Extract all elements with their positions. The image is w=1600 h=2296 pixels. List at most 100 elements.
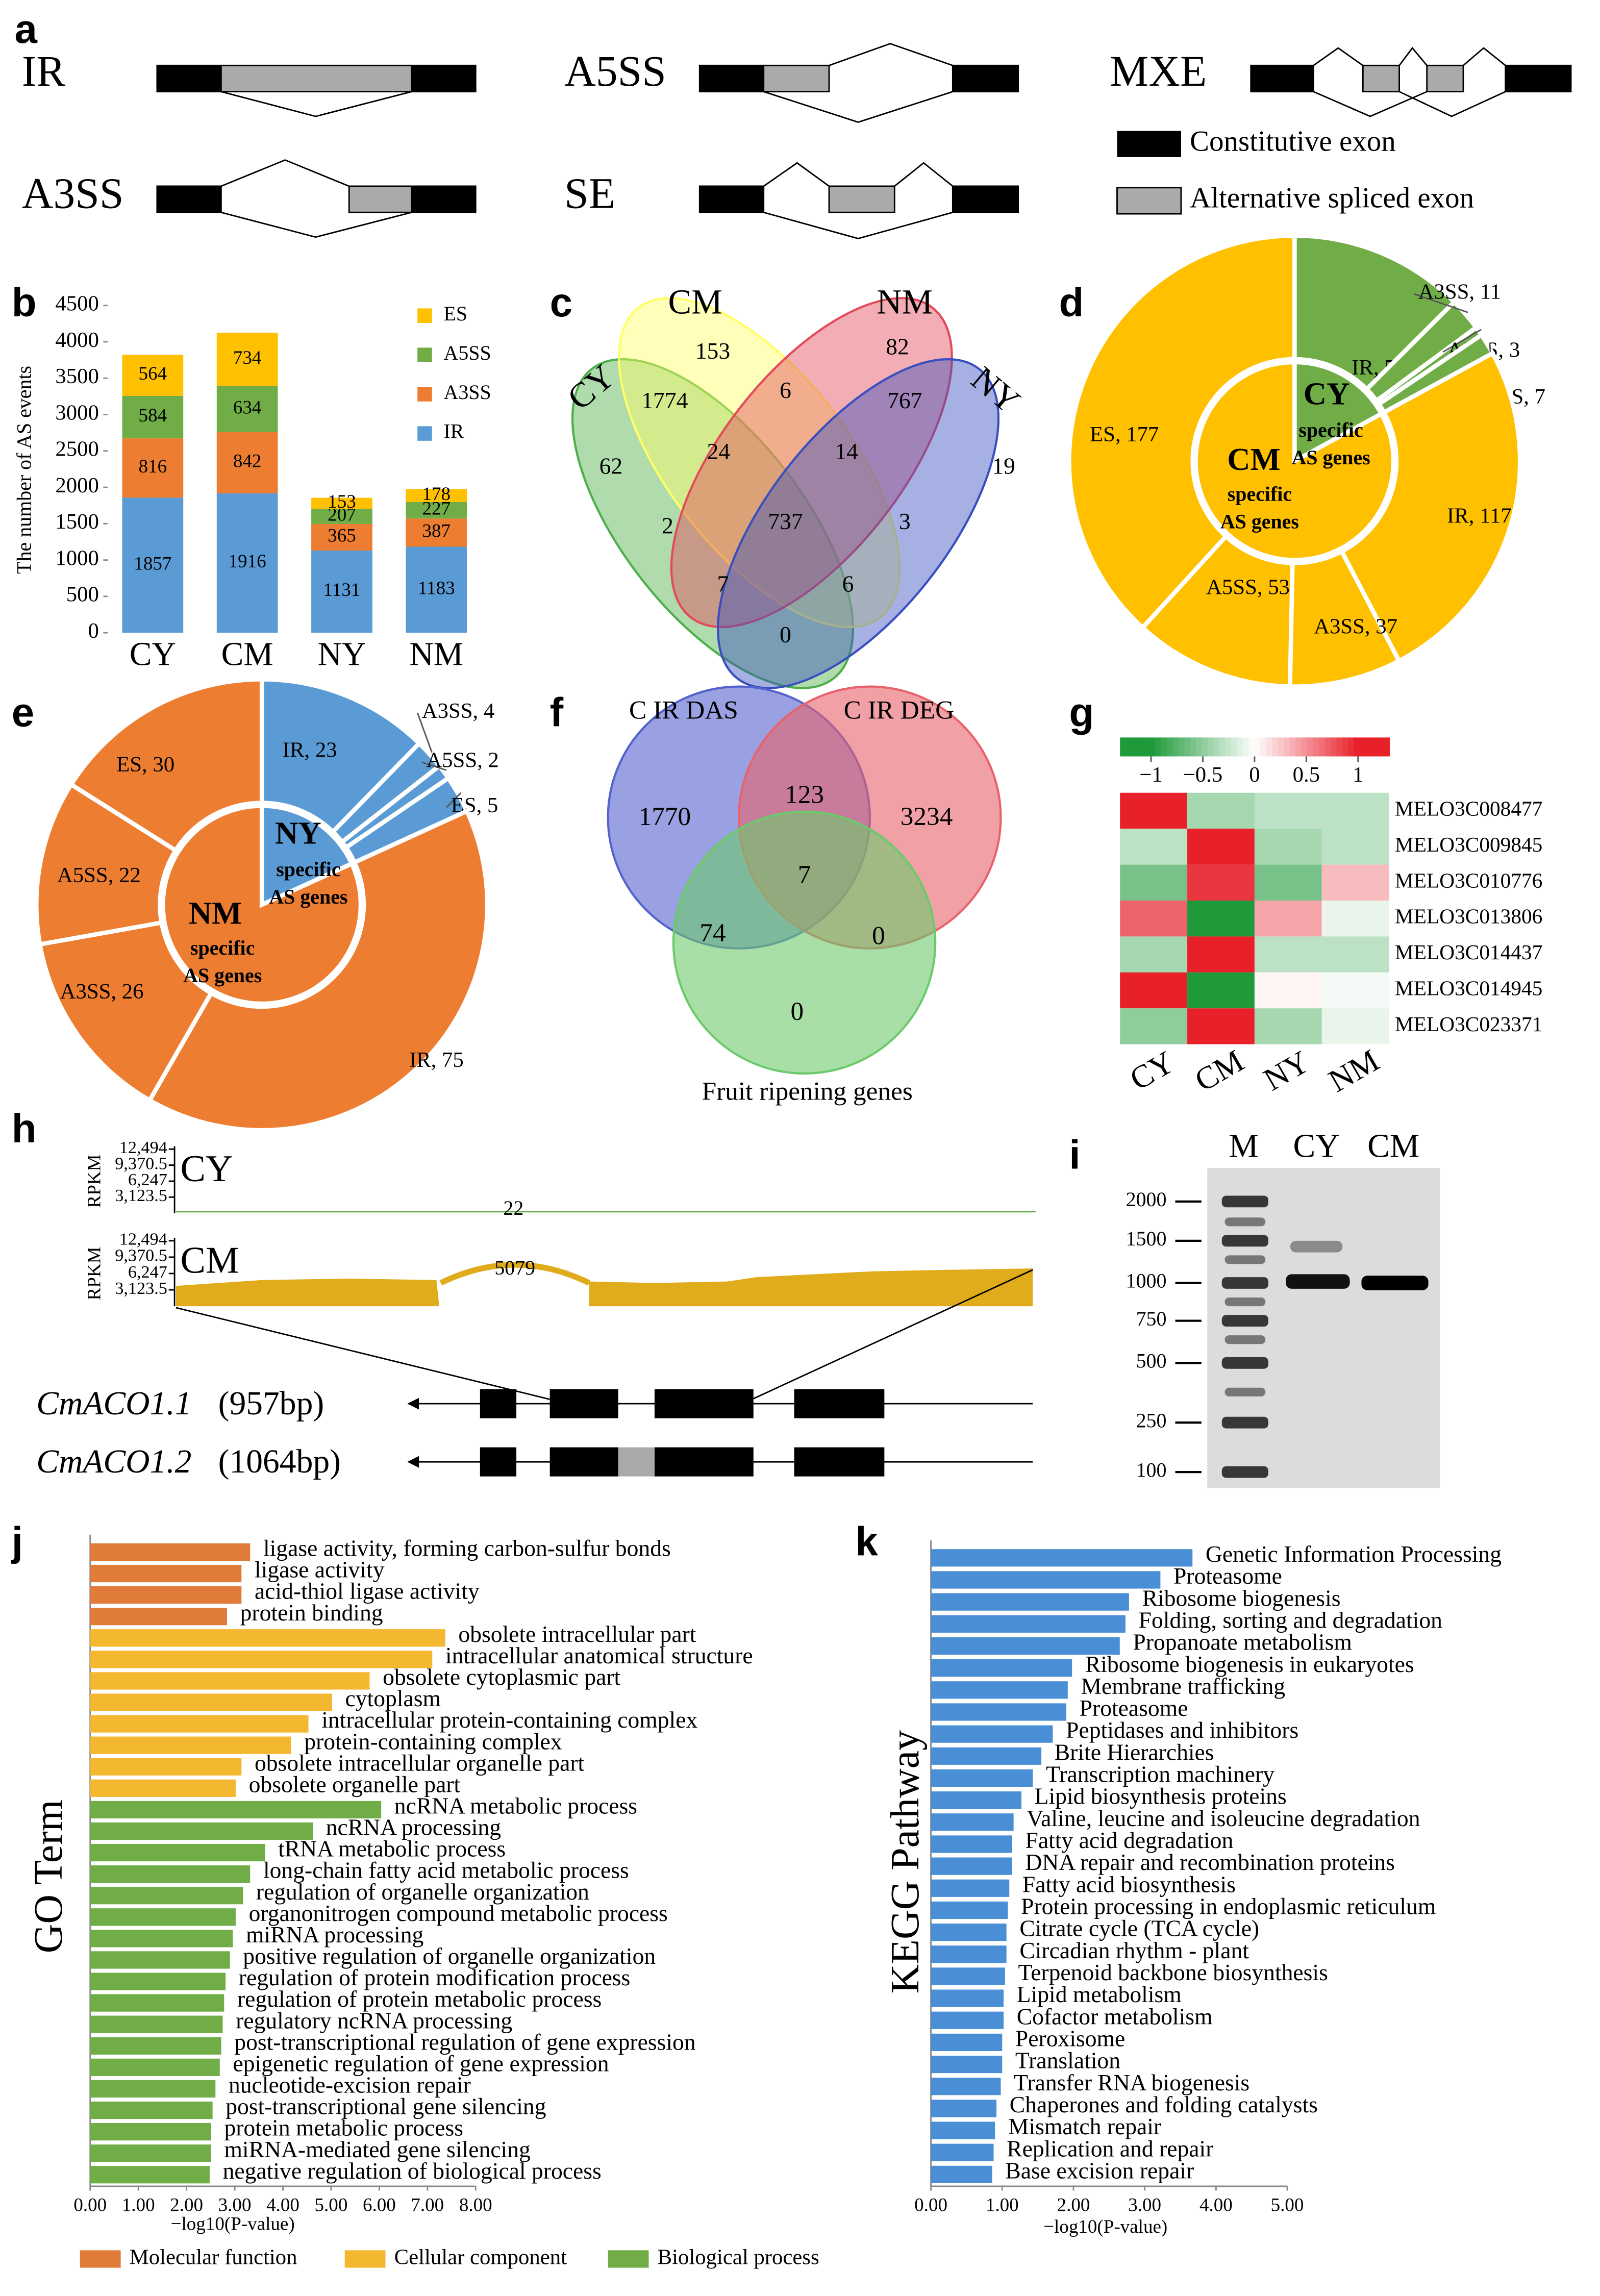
bar [931,2011,1004,2029]
group-text: AS genes [1220,510,1299,533]
slice-label: A5SS, 2 [426,748,499,772]
category-label: post-transcriptional gene silencing [226,2093,546,2119]
group-name: CM [1227,441,1280,477]
venn-count: 0 [872,921,885,951]
category-label: Brite Hierarchies [1055,1739,1214,1765]
colorbar-step [1184,737,1191,757]
bar-segment [122,395,184,439]
intron-line [220,159,349,187]
intron-line [220,91,412,117]
exon [794,1389,885,1418]
y-tick-label: 2500 [55,437,98,461]
colorbar-step [1284,737,1291,757]
ladder-band [1224,1335,1266,1344]
colorbar-step [1336,737,1343,757]
colorbar-step [1132,737,1139,757]
ladder-band [1221,1357,1268,1369]
heatmap-cell [1321,1008,1389,1044]
bar-segment [406,502,467,519]
bar [90,1779,236,1797]
bar [90,1693,332,1711]
intron-line [763,91,953,123]
bar [90,2037,221,2055]
venn-set [672,810,937,1075]
ladder-label: 100 [1136,1458,1167,1481]
slice-label: A5SS, 22 [57,863,141,887]
bar-segment [216,493,278,633]
category-label: Fatty acid biosynthesis [1022,1871,1236,1897]
intron-line [1463,47,1506,66]
row-label: MELO3C010776 [1395,868,1542,892]
legend-label: A5SS [444,341,491,364]
category-label: obsolete cytoplasmic part [383,1664,620,1690]
y-axis-label: RPKM [84,1246,105,1300]
category-label: Propanoate metabolism [1133,1629,1352,1655]
splicing-type: IR [22,47,66,95]
data-label: 387 [422,520,451,541]
heatmap-cell [1187,972,1255,1009]
bar [931,1923,1007,1941]
bar [931,1725,1053,1743]
exon [1505,64,1572,93]
bar [90,1908,236,1926]
junction-count: 5079 [494,1256,535,1279]
colorbar-step [1313,737,1320,757]
bar [90,1564,242,1583]
data-label: 634 [233,397,262,418]
ladder-label: 750 [1136,1307,1167,1330]
panel-letter: j [11,1519,23,1564]
data-label: 816 [139,456,167,477]
inner-sector [259,804,355,908]
category-label: positive regulation of organelle organiz… [243,1943,656,1969]
exon [549,1389,618,1418]
group-text: AS genes [269,885,347,908]
inner-sector [1193,360,1396,562]
y-tick-label: 12,494 [119,1230,167,1249]
legend-label: Cellular component [394,2245,567,2269]
bar [90,1651,433,1668]
y-tick-label: 1500 [55,510,98,534]
sample-band [1361,1276,1429,1290]
sample-band [1290,1240,1343,1253]
slice-label: A5SS, 53 [1206,575,1290,599]
venn-count: 1774 [641,387,688,413]
inner-ring [1190,357,1399,565]
bar-segment [406,518,467,547]
category-label: ligase activity [255,1557,385,1583]
leader-line [416,712,433,753]
heatmap-cell [1321,792,1389,829]
heatmap-cell [1187,1008,1255,1044]
venn-count: 0 [790,997,804,1026]
heatmap-cell [1254,792,1322,829]
venn-count: 14 [835,438,858,464]
colorbar-label: −0.5 [1183,763,1223,787]
bar [90,2123,211,2141]
category-label: protein-containing complex [304,1728,562,1754]
bar [931,1967,1005,1985]
bar [931,1615,1126,1633]
heatmap-cell [1120,792,1188,829]
group-name: CY [1304,376,1350,412]
category-label: post-transcriptional regulation of gene … [234,2029,696,2055]
venn-count: 62 [599,453,623,479]
leader-line [1413,293,1468,313]
junction-count: 22 [503,1196,523,1219]
category-label: Replication and repair [1007,2135,1213,2161]
heatmap-cell [1120,901,1188,937]
group-text: specific [190,936,255,959]
lane-label: M [1229,1128,1258,1164]
category-label: epigenetic regulation of gene expression [233,2050,609,2076]
transcript-name: CmACO1.2 [36,1443,191,1480]
row-label: MELO3C008477 [1395,796,1542,820]
category-label: long-chain fatty acid metabolic process [263,1857,629,1883]
bar [931,1703,1067,1721]
panel-letter: a [15,6,38,52]
leader-line [421,761,447,771]
zoom-line [176,1307,550,1400]
colorbar-step [1231,737,1238,757]
splicing-type: A5SS [564,47,666,95]
inner-sector [1292,360,1385,465]
colorbar-step [1213,737,1220,757]
colorbar-step [1278,737,1285,757]
transcript-name: CmACO1.1 [36,1385,191,1422]
